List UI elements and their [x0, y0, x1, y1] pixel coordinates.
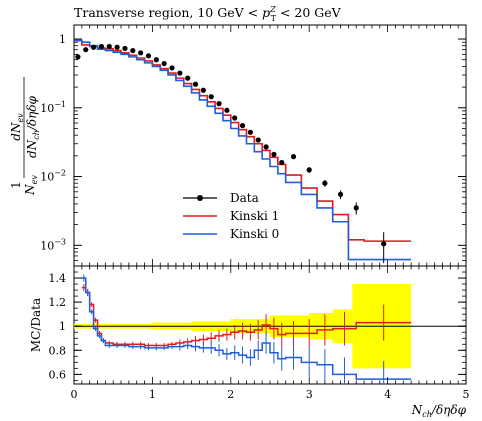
x-tick-label: 1: [149, 388, 156, 401]
data-point: [130, 47, 136, 54]
data-point: [381, 241, 387, 247]
data-point: [106, 43, 112, 50]
data-point: [161, 60, 167, 67]
x-tick-label: 4: [384, 388, 391, 401]
data-point: [114, 44, 120, 50]
data-point: [75, 54, 81, 60]
data-point: [185, 75, 191, 81]
ratio-ytick-label: 1.4: [49, 272, 67, 285]
data-point: [290, 154, 297, 160]
title-prefix: Transverse region, 10 GeV <: [74, 5, 262, 20]
kinski-0-ratio-line: [81, 277, 412, 380]
legend-entry-data: Data: [183, 191, 259, 205]
data-point: [279, 159, 285, 166]
data-point: [255, 137, 261, 143]
data-point: [216, 101, 222, 107]
ratio-series-layer: [81, 274, 412, 384]
x-tick-label: 2: [227, 388, 234, 401]
main-ytick-label: 1: [59, 33, 66, 46]
data-point: [247, 129, 253, 135]
ratio-y-axis-label: MC/Data: [29, 298, 43, 352]
x-tick-label: 0: [71, 388, 78, 401]
data-point: [145, 53, 152, 59]
data-point: [337, 191, 344, 197]
data-point: [122, 45, 128, 52]
main-ylabel-denominator: dNch/δηδφ: [25, 95, 41, 158]
legend-entry-kinski-0: Kinski 0: [183, 227, 279, 241]
data-point: [83, 47, 89, 53]
data-point: [192, 81, 199, 87]
title-pt-symbol: p: [262, 5, 270, 20]
title-pt-sup: Z: [269, 5, 276, 14]
ratio-ytick-label: 0.8: [49, 344, 67, 357]
data-point: [208, 94, 214, 100]
ratio-axis-ticks: 0.6 0.8 1 1.2 1.4 0 1 2 3 4 5: [49, 266, 470, 401]
main-panel: 10−3 10−2 10−1 1 Data Kinski 1 Kinski 0 1 N…: [9, 24, 467, 267]
ratio-ytick-label: 1.2: [49, 296, 67, 309]
main-ytick-label: 10−3: [40, 237, 66, 252]
data-point: [263, 144, 269, 150]
data-point: [232, 115, 238, 121]
data-point: [153, 57, 159, 63]
x-tick-label: 5: [463, 388, 470, 401]
main-y-axis-label: 1 Nev dNev dNch/δηδφ: [9, 77, 41, 196]
x-axis-label: Nch/δηδφ: [411, 403, 467, 419]
legend-data-marker: [197, 195, 203, 201]
main-ytick-label: 10−1: [40, 100, 66, 115]
x-tick-label: 3: [306, 388, 313, 401]
data-point: [138, 50, 144, 56]
main-ylabel-numerator: dNev: [9, 113, 25, 141]
ratio-ytick-label: 1: [59, 320, 66, 333]
main-ylabel-prefix: 1: [9, 181, 23, 189]
legend-entry-kinski-1: Kinski 1: [183, 209, 279, 223]
data-point: [271, 151, 277, 157]
main-axis-ticks: 10−3 10−2 10−1 1: [40, 25, 467, 267]
data-point: [306, 167, 312, 173]
legend-label-kinski-0: Kinski 0: [230, 227, 279, 241]
data-point: [224, 107, 230, 113]
main-ylabel-den1: Nev: [23, 175, 39, 196]
kinski-0-step-line: [74, 39, 412, 261]
data-point: [239, 123, 246, 129]
chart-title: Transverse region, 10 GeV < pZ T < 20 GeV: [74, 5, 342, 23]
legend-label-data: Data: [230, 191, 259, 205]
title-pt-sub: T: [271, 14, 277, 23]
data-point: [353, 205, 359, 211]
legend-label-kinski-1: Kinski 1: [230, 209, 279, 223]
data-point: [322, 180, 328, 186]
main-series-layer: [74, 39, 412, 264]
title-suffix: < 20 GeV: [276, 5, 342, 20]
data-point: [91, 44, 97, 50]
data-point: [200, 87, 206, 93]
data-point: [98, 43, 105, 50]
main-ytick-label: 10−2: [40, 169, 66, 184]
data-point: [169, 65, 175, 71]
legend: Data Kinski 1 Kinski 0: [183, 191, 279, 241]
ratio-ytick-label: 0.6: [49, 368, 67, 381]
data-point: [177, 70, 183, 76]
ratio-panel: 0.6 0.8 1 1.2 1.4 0 1 2 3 4 5 MC/Data: [29, 265, 470, 401]
kinski-1-step-line: [74, 39, 412, 242]
